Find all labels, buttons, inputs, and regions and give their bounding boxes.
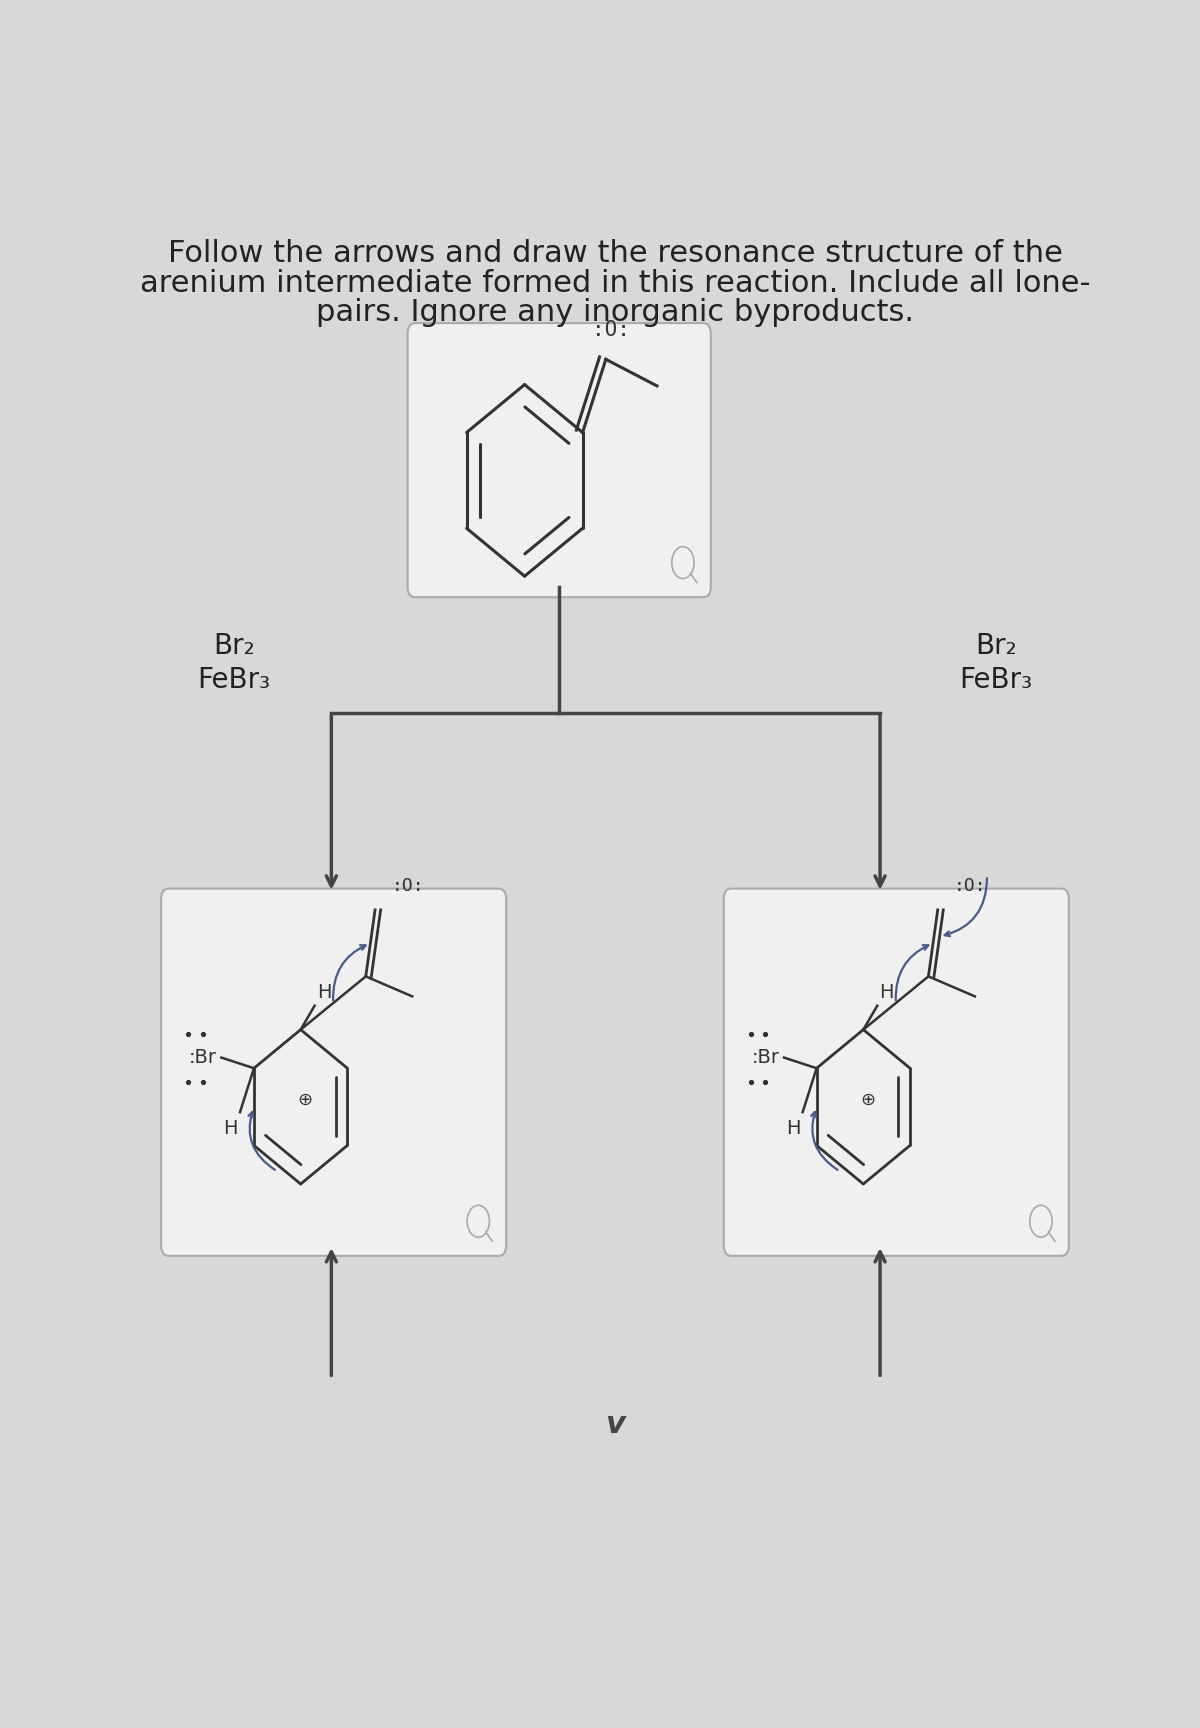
Text: Br₂: Br₂ [976,632,1018,660]
Text: arenium intermediate formed in this reaction. Include all lone-: arenium intermediate formed in this reac… [139,268,1091,297]
Text: FeBr₃: FeBr₃ [197,665,270,693]
Text: ⊕: ⊕ [298,1090,313,1109]
Text: H: H [223,1118,238,1137]
Text: ⊕: ⊕ [860,1090,876,1109]
FancyBboxPatch shape [408,323,710,598]
Text: :Br: :Br [188,1049,217,1068]
Text: Br₂: Br₂ [212,632,254,660]
Text: v: v [605,1410,625,1439]
Text: :O:: :O: [954,876,986,895]
Text: pairs. Ignore any inorganic byproducts.: pairs. Ignore any inorganic byproducts. [316,297,914,327]
Text: Follow the arrows and draw the resonance structure of the: Follow the arrows and draw the resonance… [168,240,1062,268]
Text: :O:: :O: [391,876,424,895]
Text: FeBr₃: FeBr₃ [960,665,1033,693]
Text: H: H [317,983,331,1002]
FancyBboxPatch shape [161,888,506,1256]
Text: H: H [880,983,894,1002]
Text: H: H [786,1118,800,1137]
Text: :O:: :O: [592,320,630,340]
Text: :Br: :Br [751,1049,780,1068]
FancyBboxPatch shape [724,888,1069,1256]
